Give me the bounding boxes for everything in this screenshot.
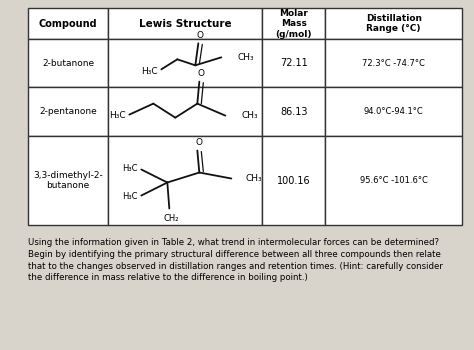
Text: Compound: Compound — [39, 19, 98, 29]
Bar — [263, 40, 325, 87]
Bar — [263, 8, 325, 40]
Text: CH₃: CH₃ — [246, 174, 262, 183]
Text: 95.6°C -101.6°C: 95.6°C -101.6°C — [360, 176, 428, 185]
Text: O: O — [197, 31, 204, 40]
Text: CH₃: CH₃ — [241, 111, 258, 120]
Bar — [325, 136, 462, 225]
Text: 2-pentanone: 2-pentanone — [39, 107, 97, 116]
Text: Molar
Mass
(g/mol): Molar Mass (g/mol) — [275, 9, 312, 38]
Text: O: O — [198, 69, 205, 78]
Text: H₃C: H₃C — [122, 164, 137, 173]
Text: O: O — [196, 138, 203, 147]
Bar — [263, 87, 325, 136]
Bar — [28, 8, 108, 40]
Text: CH₂: CH₂ — [164, 214, 179, 223]
Text: 2-butanone: 2-butanone — [42, 59, 94, 68]
Bar — [28, 40, 108, 87]
Text: Using the information given in Table 2, what trend in intermolecular forces can : Using the information given in Table 2, … — [28, 238, 443, 282]
Text: 86.13: 86.13 — [280, 107, 308, 117]
Text: H₃C: H₃C — [141, 67, 157, 76]
Bar — [325, 8, 462, 40]
Bar — [108, 40, 263, 87]
Text: 72.11: 72.11 — [280, 58, 308, 68]
Text: CH₃: CH₃ — [237, 53, 254, 62]
Bar — [108, 87, 263, 136]
Text: 100.16: 100.16 — [277, 175, 310, 186]
Bar — [325, 87, 462, 136]
Text: 94.0°C-94.1°C: 94.0°C-94.1°C — [364, 107, 424, 116]
Text: Lewis Structure: Lewis Structure — [139, 19, 232, 29]
Text: 3,3-dimethyl-2-
butanone: 3,3-dimethyl-2- butanone — [33, 171, 103, 190]
Text: H₃C: H₃C — [122, 192, 137, 201]
Bar — [108, 8, 263, 40]
Bar — [263, 136, 325, 225]
Bar — [108, 136, 263, 225]
Text: 72.3°C -74.7°C: 72.3°C -74.7°C — [362, 59, 425, 68]
Bar — [28, 136, 108, 225]
Text: Distillation
Range (°C): Distillation Range (°C) — [365, 14, 422, 34]
Bar — [28, 87, 108, 136]
Bar — [325, 40, 462, 87]
Text: H₃C: H₃C — [109, 111, 125, 120]
